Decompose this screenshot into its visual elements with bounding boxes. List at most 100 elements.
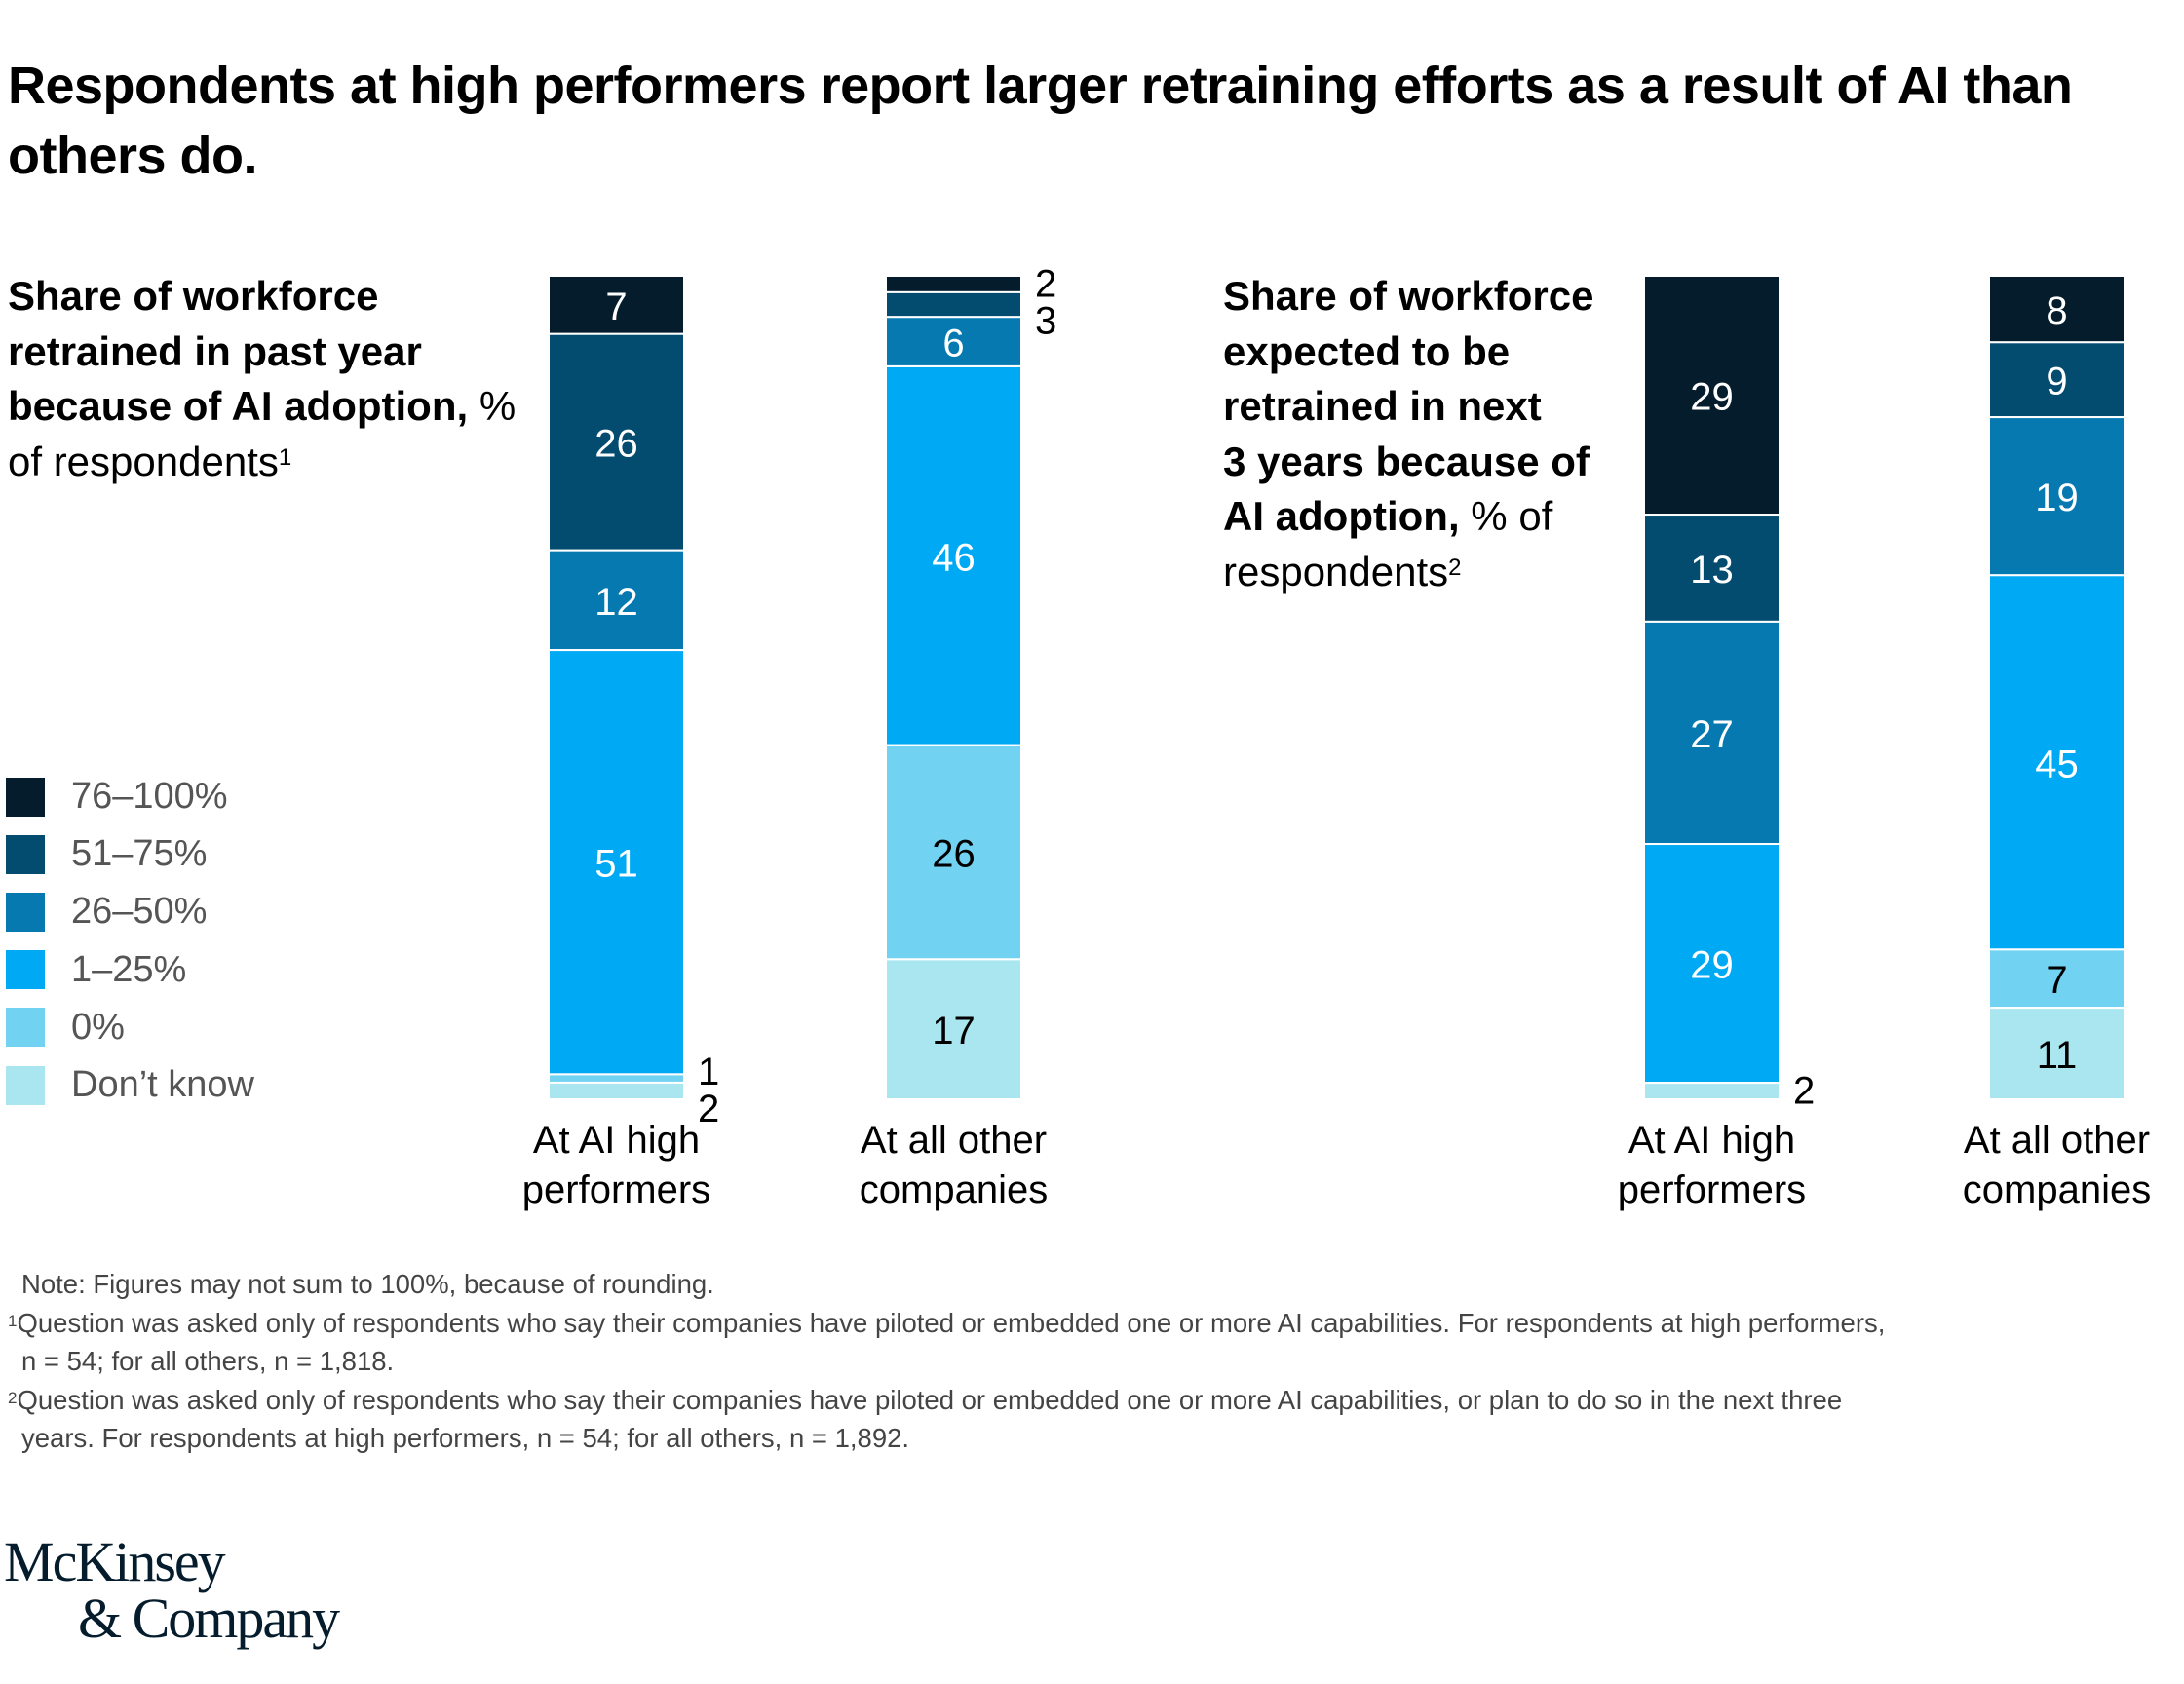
category-label: performers bbox=[1618, 1168, 1806, 1211]
panel-title-unit: % of respondents bbox=[8, 383, 517, 484]
data-label: 9 bbox=[2046, 361, 2067, 403]
category-label: companies bbox=[860, 1168, 1048, 1211]
data-label: 3 bbox=[1035, 299, 1056, 342]
panel-title-line: expected to be bbox=[1223, 327, 1511, 374]
category-label: At AI high bbox=[1628, 1119, 1795, 1162]
bar-segment bbox=[548, 549, 685, 652]
legend-label: 1–25% bbox=[71, 948, 187, 990]
data-label: 11 bbox=[2037, 1034, 2078, 1077]
panel-title-bold: Share of workforce retrained in past yea… bbox=[8, 273, 469, 429]
panel-title-unit: % of bbox=[1459, 493, 1553, 539]
legend-swatch bbox=[6, 777, 45, 817]
legend: 76–100% 51–75% 26–50% 1–25% 0% Don’t kno… bbox=[6, 768, 254, 1114]
bar-segment bbox=[548, 1073, 685, 1084]
data-label: 29 bbox=[1690, 376, 1734, 419]
bar-segment bbox=[885, 316, 1022, 367]
category-label: At all other bbox=[861, 1119, 1047, 1162]
logo-line-2: & Company bbox=[78, 1587, 340, 1650]
legend-label: 51–75% bbox=[71, 833, 208, 875]
panel-title-line: AI adoption, bbox=[1223, 493, 1460, 539]
footnote-2-cont: years. For respondents at high performer… bbox=[21, 1423, 910, 1453]
legend-label: 76–100% bbox=[71, 776, 228, 818]
bar-segment bbox=[885, 290, 1022, 319]
panel-title-next-3-years: Share of workforce expected to be retrai… bbox=[1223, 269, 1652, 599]
panel-title-line: retrained in next bbox=[1223, 383, 1542, 429]
bar-segment bbox=[1988, 1007, 2126, 1100]
bar-segment bbox=[548, 275, 685, 335]
data-label: 46 bbox=[932, 536, 976, 579]
legend-label: 26–50% bbox=[71, 891, 208, 933]
legend-label: Don’t know bbox=[71, 1064, 254, 1106]
data-label: 6 bbox=[942, 323, 964, 365]
data-label: 29 bbox=[1690, 944, 1734, 987]
category-label: At AI high bbox=[533, 1119, 700, 1162]
category-label: At all other bbox=[1964, 1119, 2150, 1162]
bar-stack: 8 9 19 45 7 11 bbox=[1988, 275, 2126, 1100]
footnote-1-cont: n = 54; for all others, n = 1,818. bbox=[21, 1346, 395, 1376]
data-label: 19 bbox=[2035, 477, 2079, 519]
bar-segment bbox=[1643, 1082, 1781, 1100]
category-label: companies bbox=[1963, 1168, 2151, 1211]
legend-swatch bbox=[6, 892, 45, 932]
footnote-text: Question was asked only of respondents w… bbox=[17, 1307, 1886, 1338]
data-label: 8 bbox=[2046, 289, 2067, 332]
bar-segment bbox=[1988, 574, 2126, 951]
footnote-ref: 2 bbox=[1448, 554, 1462, 581]
data-label: 12 bbox=[594, 581, 638, 624]
data-label: 13 bbox=[1690, 549, 1734, 592]
data-label: 2 bbox=[698, 1088, 719, 1130]
panel-title-unit: respondents bbox=[1223, 548, 1449, 594]
note-rounding: Note: Figures may not sum to 100%, becau… bbox=[21, 1269, 714, 1299]
bar-segment bbox=[1643, 843, 1781, 1085]
category-label: performers bbox=[522, 1168, 710, 1211]
footnotes: Note: Figures may not sum to 100%, becau… bbox=[8, 1265, 2181, 1458]
legend-swatch bbox=[6, 834, 45, 874]
footnote-2: 2Question was asked only of respondents … bbox=[8, 1381, 2181, 1420]
bar-segment bbox=[1988, 416, 2126, 577]
panel-title-line: 3 years because of bbox=[1223, 438, 1590, 484]
bar-stack: 7 26 12 51 12 bbox=[548, 275, 719, 1130]
legend-item: 1–25% bbox=[6, 941, 254, 999]
bar-segment bbox=[1988, 948, 2126, 1010]
data-label: 26 bbox=[932, 833, 976, 876]
data-label: 1 bbox=[698, 1051, 719, 1093]
mckinsey-logo: McKinsey & Company bbox=[4, 1530, 340, 1650]
panel-title-past-year: Share of workforce retrained in past yea… bbox=[8, 269, 534, 489]
data-label: 51 bbox=[594, 843, 638, 886]
data-label: 26 bbox=[594, 423, 638, 466]
footnote-1: 1Question was asked only of respondents … bbox=[8, 1304, 2181, 1343]
data-label: 17 bbox=[932, 1010, 976, 1052]
bar-segment bbox=[548, 332, 685, 552]
bar-segment bbox=[548, 1081, 685, 1101]
legend-item: 51–75% bbox=[6, 825, 254, 883]
bar-segment bbox=[885, 275, 1022, 293]
legend-item: 0% bbox=[6, 999, 254, 1056]
legend-swatch bbox=[6, 1008, 45, 1048]
logo-line-1: McKinsey bbox=[4, 1530, 226, 1593]
footnote-ref: 1 bbox=[278, 443, 292, 471]
bar-segment bbox=[1988, 341, 2126, 419]
legend-item: 76–100% bbox=[6, 768, 254, 825]
bar-segment bbox=[1988, 275, 2126, 344]
bar-segment bbox=[548, 649, 685, 1076]
data-label: 7 bbox=[605, 286, 627, 328]
bar-segment bbox=[1643, 275, 1781, 517]
data-label: 27 bbox=[1690, 713, 1734, 756]
legend-item: Don’t know bbox=[6, 1056, 254, 1114]
data-label: 45 bbox=[2035, 743, 2079, 785]
data-label: 2 bbox=[1793, 1070, 1815, 1113]
data-label: 7 bbox=[2046, 959, 2067, 1002]
footnote-marker: 1 bbox=[8, 1311, 18, 1330]
footnote-text: Question was asked only of respondents w… bbox=[17, 1384, 1843, 1415]
bar-stack: 29 13 27 29 2 bbox=[1643, 275, 1815, 1113]
data-label: 2 bbox=[1035, 262, 1056, 305]
panel-title-line: Share of workforce bbox=[1223, 273, 1594, 319]
legend-swatch bbox=[6, 1065, 45, 1105]
footnote-marker: 2 bbox=[8, 1388, 18, 1407]
bar-segment bbox=[1643, 514, 1781, 623]
legend-swatch bbox=[6, 950, 45, 990]
bar-segment bbox=[885, 744, 1022, 961]
bar-stack: 6 46 26 17 23 bbox=[885, 262, 1056, 1100]
bar-segment bbox=[885, 958, 1022, 1100]
